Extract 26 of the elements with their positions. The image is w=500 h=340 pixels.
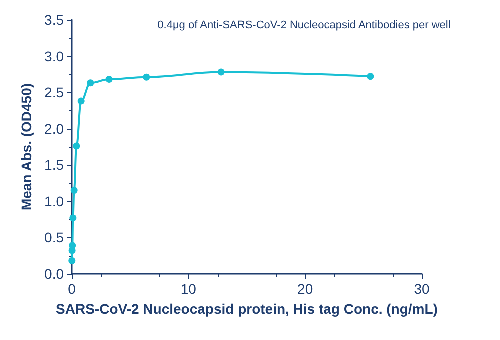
point [78,98,85,105]
point [69,242,76,250]
y-tick-label: 2.0 [44,120,64,137]
annotation: 0.4μg of Anti-SARS-CoV-2 Nucleocapsid Antibodies per well [158,20,451,32]
point [73,142,80,150]
y-axis-title: Mean Abs. (OD450) [18,83,35,211]
x-tick-label: 0 [68,281,76,297]
x-tick-label: 10 [180,281,197,297]
y-tick-label: 1.5 [44,157,64,174]
y-tick-label: 1.0 [44,193,64,210]
y-tick-label: 3.5 [44,12,64,28]
y-tick-label: 2.5 [44,84,64,101]
point [218,68,225,76]
point [70,214,77,222]
point [87,80,94,87]
point [68,257,76,264]
point [70,187,78,194]
y-tick-label: 0.0 [44,266,64,282]
x-axis-title: SARS-CoV-2 Nucleocapsid protein, His tag Conc. (ng/mL) [56,301,438,317]
y-tick-label: 0.5 [44,230,64,246]
point [367,73,374,80]
x-tick-label: 20 [298,281,314,297]
y-tick-label: 3.0 [44,48,64,64]
point [143,74,150,81]
x-tick-label: 30 [414,281,430,297]
point [106,76,113,84]
